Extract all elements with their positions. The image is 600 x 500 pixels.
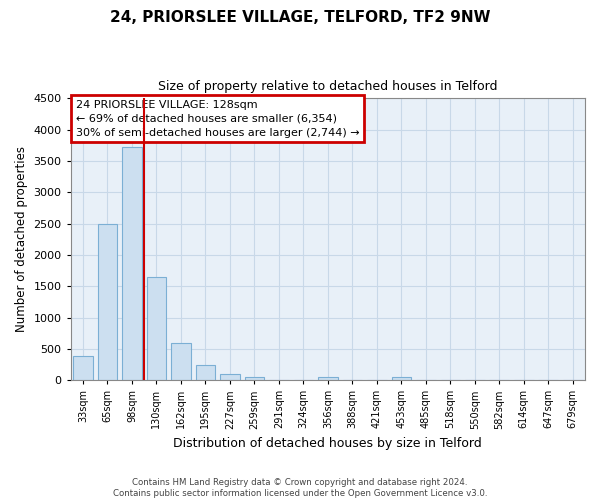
- Text: Contains HM Land Registry data © Crown copyright and database right 2024.
Contai: Contains HM Land Registry data © Crown c…: [113, 478, 487, 498]
- Bar: [220, 374, 239, 380]
- Bar: [196, 365, 215, 380]
- Title: Size of property relative to detached houses in Telford: Size of property relative to detached ho…: [158, 80, 497, 93]
- Text: 24 PRIORSLEE VILLAGE: 128sqm
← 69% of detached houses are smaller (6,354)
30% of: 24 PRIORSLEE VILLAGE: 128sqm ← 69% of de…: [76, 100, 359, 138]
- Bar: [122, 147, 142, 380]
- Bar: [73, 356, 93, 380]
- Bar: [318, 377, 338, 380]
- Bar: [171, 342, 191, 380]
- Bar: [245, 376, 264, 380]
- Text: 24, PRIORSLEE VILLAGE, TELFORD, TF2 9NW: 24, PRIORSLEE VILLAGE, TELFORD, TF2 9NW: [110, 10, 490, 25]
- Bar: [98, 224, 117, 380]
- X-axis label: Distribution of detached houses by size in Telford: Distribution of detached houses by size …: [173, 437, 482, 450]
- Y-axis label: Number of detached properties: Number of detached properties: [15, 146, 28, 332]
- Bar: [392, 377, 411, 380]
- Bar: [146, 278, 166, 380]
